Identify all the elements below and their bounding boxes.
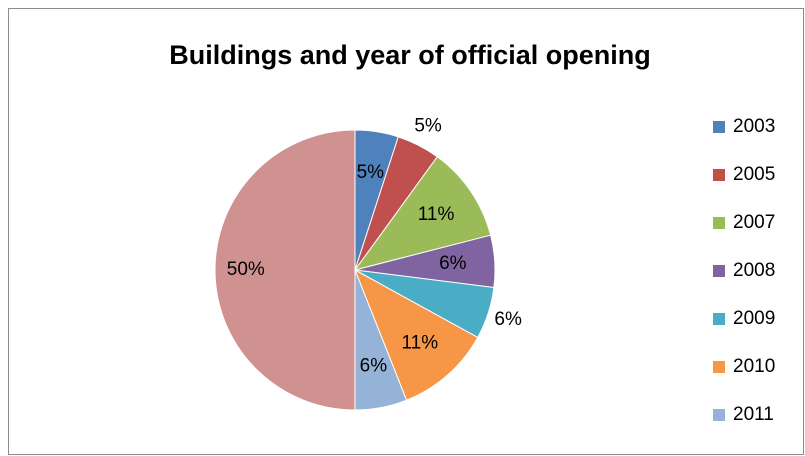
data-label: 11%: [418, 204, 455, 225]
data-label: 5%: [357, 162, 385, 183]
pie-slice: [353, 156, 492, 271]
legend-swatch: [713, 265, 725, 277]
legend-swatch: [713, 409, 725, 421]
legend-swatch: [713, 361, 725, 373]
legend-label: 2010: [733, 356, 775, 377]
legend-swatch: [713, 121, 725, 133]
data-label: 11%: [401, 333, 438, 354]
pie-slice: [354, 268, 479, 401]
data-label: 5%: [414, 116, 442, 137]
legend-label: 2011: [733, 404, 774, 425]
chart-title: Buildings and year of official opening: [169, 40, 651, 70]
legend-label: 2008: [733, 260, 775, 281]
data-label: 6%: [494, 309, 522, 330]
legend-label: 2005: [733, 164, 775, 185]
legend-swatch: [713, 169, 725, 181]
data-label: 6%: [360, 355, 388, 376]
data-label: 50%: [227, 259, 265, 280]
legend-label: 2007: [733, 212, 775, 233]
legend-label: 2003: [733, 116, 775, 137]
legend-swatch: [713, 217, 725, 229]
data-label: 6%: [439, 253, 467, 274]
legend-label: 2009: [733, 308, 775, 329]
pie-slice: [214, 129, 356, 411]
legend-swatch: [713, 313, 725, 325]
